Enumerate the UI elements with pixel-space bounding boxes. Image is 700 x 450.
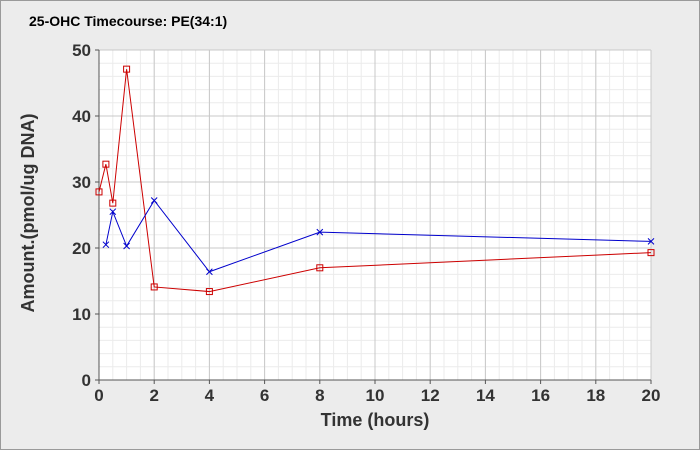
data-point: [109, 199, 117, 207]
data-point: [123, 65, 131, 73]
x-tick-label: 10: [366, 386, 385, 405]
y-tick-label: 30: [72, 173, 91, 192]
marker-stroke: [647, 238, 655, 245]
marker-stroke: [206, 268, 213, 276]
data-point: [150, 283, 158, 291]
data-point: [205, 288, 213, 296]
x-tick-label: 16: [531, 386, 550, 405]
data-point: [647, 238, 655, 245]
marker-stroke: [109, 208, 117, 216]
data-point: [206, 268, 213, 276]
marker-stroke: [316, 228, 324, 236]
tick-labels: 0 2 4 6 8 10 12 14 16 18 20 0 10 20 30 40 50: [72, 41, 660, 405]
x-tick-label: 18: [586, 386, 605, 405]
data-point: [102, 241, 110, 249]
data-point: [150, 197, 158, 204]
x-axis-title: Time (hours): [321, 410, 430, 430]
x-tick-label: 2: [149, 386, 158, 405]
series-layer: [95, 65, 655, 296]
data-point: [123, 242, 130, 250]
data-point: [316, 264, 324, 272]
x-tick-label: 0: [94, 386, 103, 405]
marker-stroke: [150, 197, 158, 204]
y-tick-label: 0: [82, 371, 91, 390]
y-tick-label: 50: [72, 41, 91, 60]
data-point: [102, 160, 110, 168]
data-point: [647, 249, 655, 257]
data-point: [109, 208, 117, 216]
y-tick-label: 10: [72, 305, 91, 324]
x-tick-label: 8: [315, 386, 324, 405]
y-tick-label: 40: [72, 107, 91, 126]
chart-title: 25-OHC Timecourse: PE(34:1): [29, 13, 228, 29]
series-0: [95, 65, 655, 296]
x-tick-label: 4: [205, 386, 215, 405]
series-1: [102, 197, 655, 276]
x-tick-label: 14: [476, 386, 495, 405]
data-point: [316, 228, 324, 236]
x-tick-label: 20: [642, 386, 661, 405]
y-tick-label: 20: [72, 239, 91, 258]
marker-stroke: [102, 241, 110, 249]
data-point: [95, 188, 103, 196]
marker-stroke: [123, 242, 130, 250]
y-axis-title: Amount.(pmol/ug DNA): [18, 114, 38, 313]
series-line: [98, 69, 652, 293]
x-tick-label: 6: [260, 386, 269, 405]
x-tick-label: 12: [421, 386, 440, 405]
